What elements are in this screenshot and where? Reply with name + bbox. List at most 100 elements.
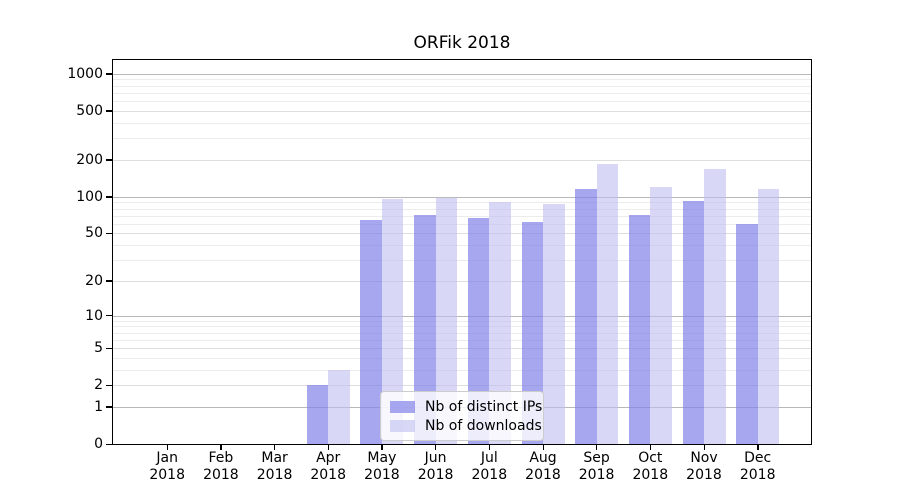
gridline-800 — [113, 85, 811, 87]
legend-item-downloads: Nb of downloads — [390, 416, 542, 435]
y-tick-mark-200 — [106, 159, 112, 161]
y-tick-label-200: 200 — [76, 151, 103, 168]
gridline-900 — [113, 79, 811, 81]
y-tick-mark-5 — [106, 347, 112, 349]
gridline-9 — [113, 320, 811, 322]
x-tick-label-may: May 2018 — [364, 450, 400, 483]
gridline-30 — [113, 260, 811, 261]
y-tick-mark-50 — [106, 232, 112, 235]
x-tick-label-oct: Oct 2018 — [632, 450, 669, 483]
y-tick-label-100: 100 — [76, 188, 103, 205]
gridline-200 — [113, 159, 811, 161]
bar-ips-oct — [628, 214, 651, 444]
gridline-100 — [113, 196, 811, 198]
plot-area: Nb of distinct IPs Nb of downloads — [112, 59, 812, 445]
gridline-300 — [113, 138, 811, 140]
bar-downloads-jul — [489, 202, 511, 444]
bar-ips-may — [360, 219, 382, 444]
x-tick-mark-aug — [542, 445, 544, 450]
gridline-500 — [113, 110, 811, 112]
y-tick-mark-1 — [106, 406, 112, 408]
x-tick-label-nov: Nov 2018 — [686, 450, 722, 483]
y-tick-label-10: 10 — [85, 307, 103, 324]
bar-downloads-apr — [328, 369, 350, 444]
bar-downloads-jun — [435, 197, 458, 444]
x-tick-mark-sep — [596, 445, 598, 450]
y-tick-mark-0 — [106, 443, 112, 445]
gridline-600 — [113, 101, 811, 103]
bar-ips-jun — [414, 214, 436, 444]
bar-ips-nov — [682, 201, 704, 444]
bar-downloads-oct — [650, 186, 672, 444]
gridline-50 — [113, 233, 811, 235]
x-tick-label-aug: Aug 2018 — [525, 450, 561, 483]
bar-downloads-nov — [704, 168, 726, 444]
y-tick-label-2: 2 — [94, 377, 103, 394]
x-tick-mark-apr — [327, 445, 330, 450]
gridline-20 — [113, 280, 811, 282]
legend-swatch-distinct-ips — [390, 400, 415, 413]
x-tick-mark-jun — [435, 445, 437, 450]
x-tick-label-sep: Sep 2018 — [578, 450, 615, 483]
x-tick-label-jun: Jun 2018 — [417, 450, 454, 483]
gridline-60 — [113, 223, 811, 225]
x-tick-mark-nov — [703, 445, 705, 450]
y-tick-label-500: 500 — [76, 102, 103, 119]
gridline-1000 — [113, 73, 811, 75]
gridline-7 — [113, 332, 811, 334]
gridline-4 — [113, 357, 811, 359]
gridline-90 — [113, 202, 811, 204]
y-tick-label-1: 1 — [94, 398, 103, 415]
x-tick-mark-dec — [757, 445, 759, 450]
gridline-40 — [113, 245, 811, 246]
y-tick-mark-100 — [106, 196, 112, 198]
gridline-2 — [113, 385, 811, 387]
y-tick-label-1000: 1000 — [67, 65, 103, 82]
y-tick-label-0: 0 — [94, 436, 103, 452]
x-tick-mark-mar — [274, 445, 276, 450]
bar-downloads-sep — [596, 164, 619, 444]
gridline-400 — [113, 122, 811, 124]
x-tick-mark-feb — [220, 445, 222, 450]
x-tick-mark-jan — [166, 445, 169, 450]
bar-downloads-may — [381, 199, 404, 444]
legend-item-distinct-ips: Nb of distinct IPs — [390, 397, 542, 416]
x-tick-label-jan: Jan 2018 — [149, 450, 185, 483]
bar-ips-sep — [575, 188, 597, 444]
gridline-8 — [113, 326, 811, 328]
x-tick-label-dec: Dec 2018 — [739, 450, 776, 483]
x-tick-label-mar: Mar 2018 — [256, 450, 293, 483]
legend: Nb of distinct IPs Nb of downloads — [380, 391, 544, 441]
bar-ips-jul — [467, 217, 490, 444]
legend-label-downloads: Nb of downloads — [425, 417, 542, 434]
bar-downloads-dec — [757, 189, 780, 444]
bar-ips-dec — [736, 223, 758, 444]
y-tick-mark-20 — [106, 280, 112, 282]
gridline-10 — [113, 315, 811, 317]
x-tick-label-feb: Feb 2018 — [203, 450, 239, 483]
y-tick-mark-1000 — [106, 73, 112, 75]
gridline-6 — [113, 339, 811, 341]
y-tick-label-5: 5 — [94, 340, 103, 356]
y-tick-mark-10 — [106, 315, 112, 317]
legend-swatch-downloads — [390, 419, 415, 432]
x-tick-mark-may — [381, 445, 383, 450]
y-tick-mark-2 — [106, 384, 112, 386]
gridline-5 — [113, 348, 811, 349]
y-tick-label-20: 20 — [85, 272, 103, 289]
x-tick-mark-oct — [649, 445, 652, 450]
legend-label-distinct-ips: Nb of distinct IPs — [425, 398, 543, 415]
x-tick-label-jul: Jul 2018 — [471, 450, 508, 483]
x-tick-mark-jul — [488, 445, 491, 450]
y-tick-mark-500 — [106, 110, 112, 112]
gridline-80 — [113, 208, 811, 210]
gridline-3 — [113, 369, 811, 371]
bar-ips-aug — [521, 222, 543, 444]
bar-ips-apr — [306, 385, 329, 444]
x-tick-label-apr: Apr 2018 — [310, 450, 346, 483]
y-tick-label-50: 50 — [85, 225, 103, 242]
chart-title: ORFik 2018 — [413, 33, 511, 53]
gridline-70 — [113, 215, 811, 217]
gridline-700 — [113, 92, 811, 94]
